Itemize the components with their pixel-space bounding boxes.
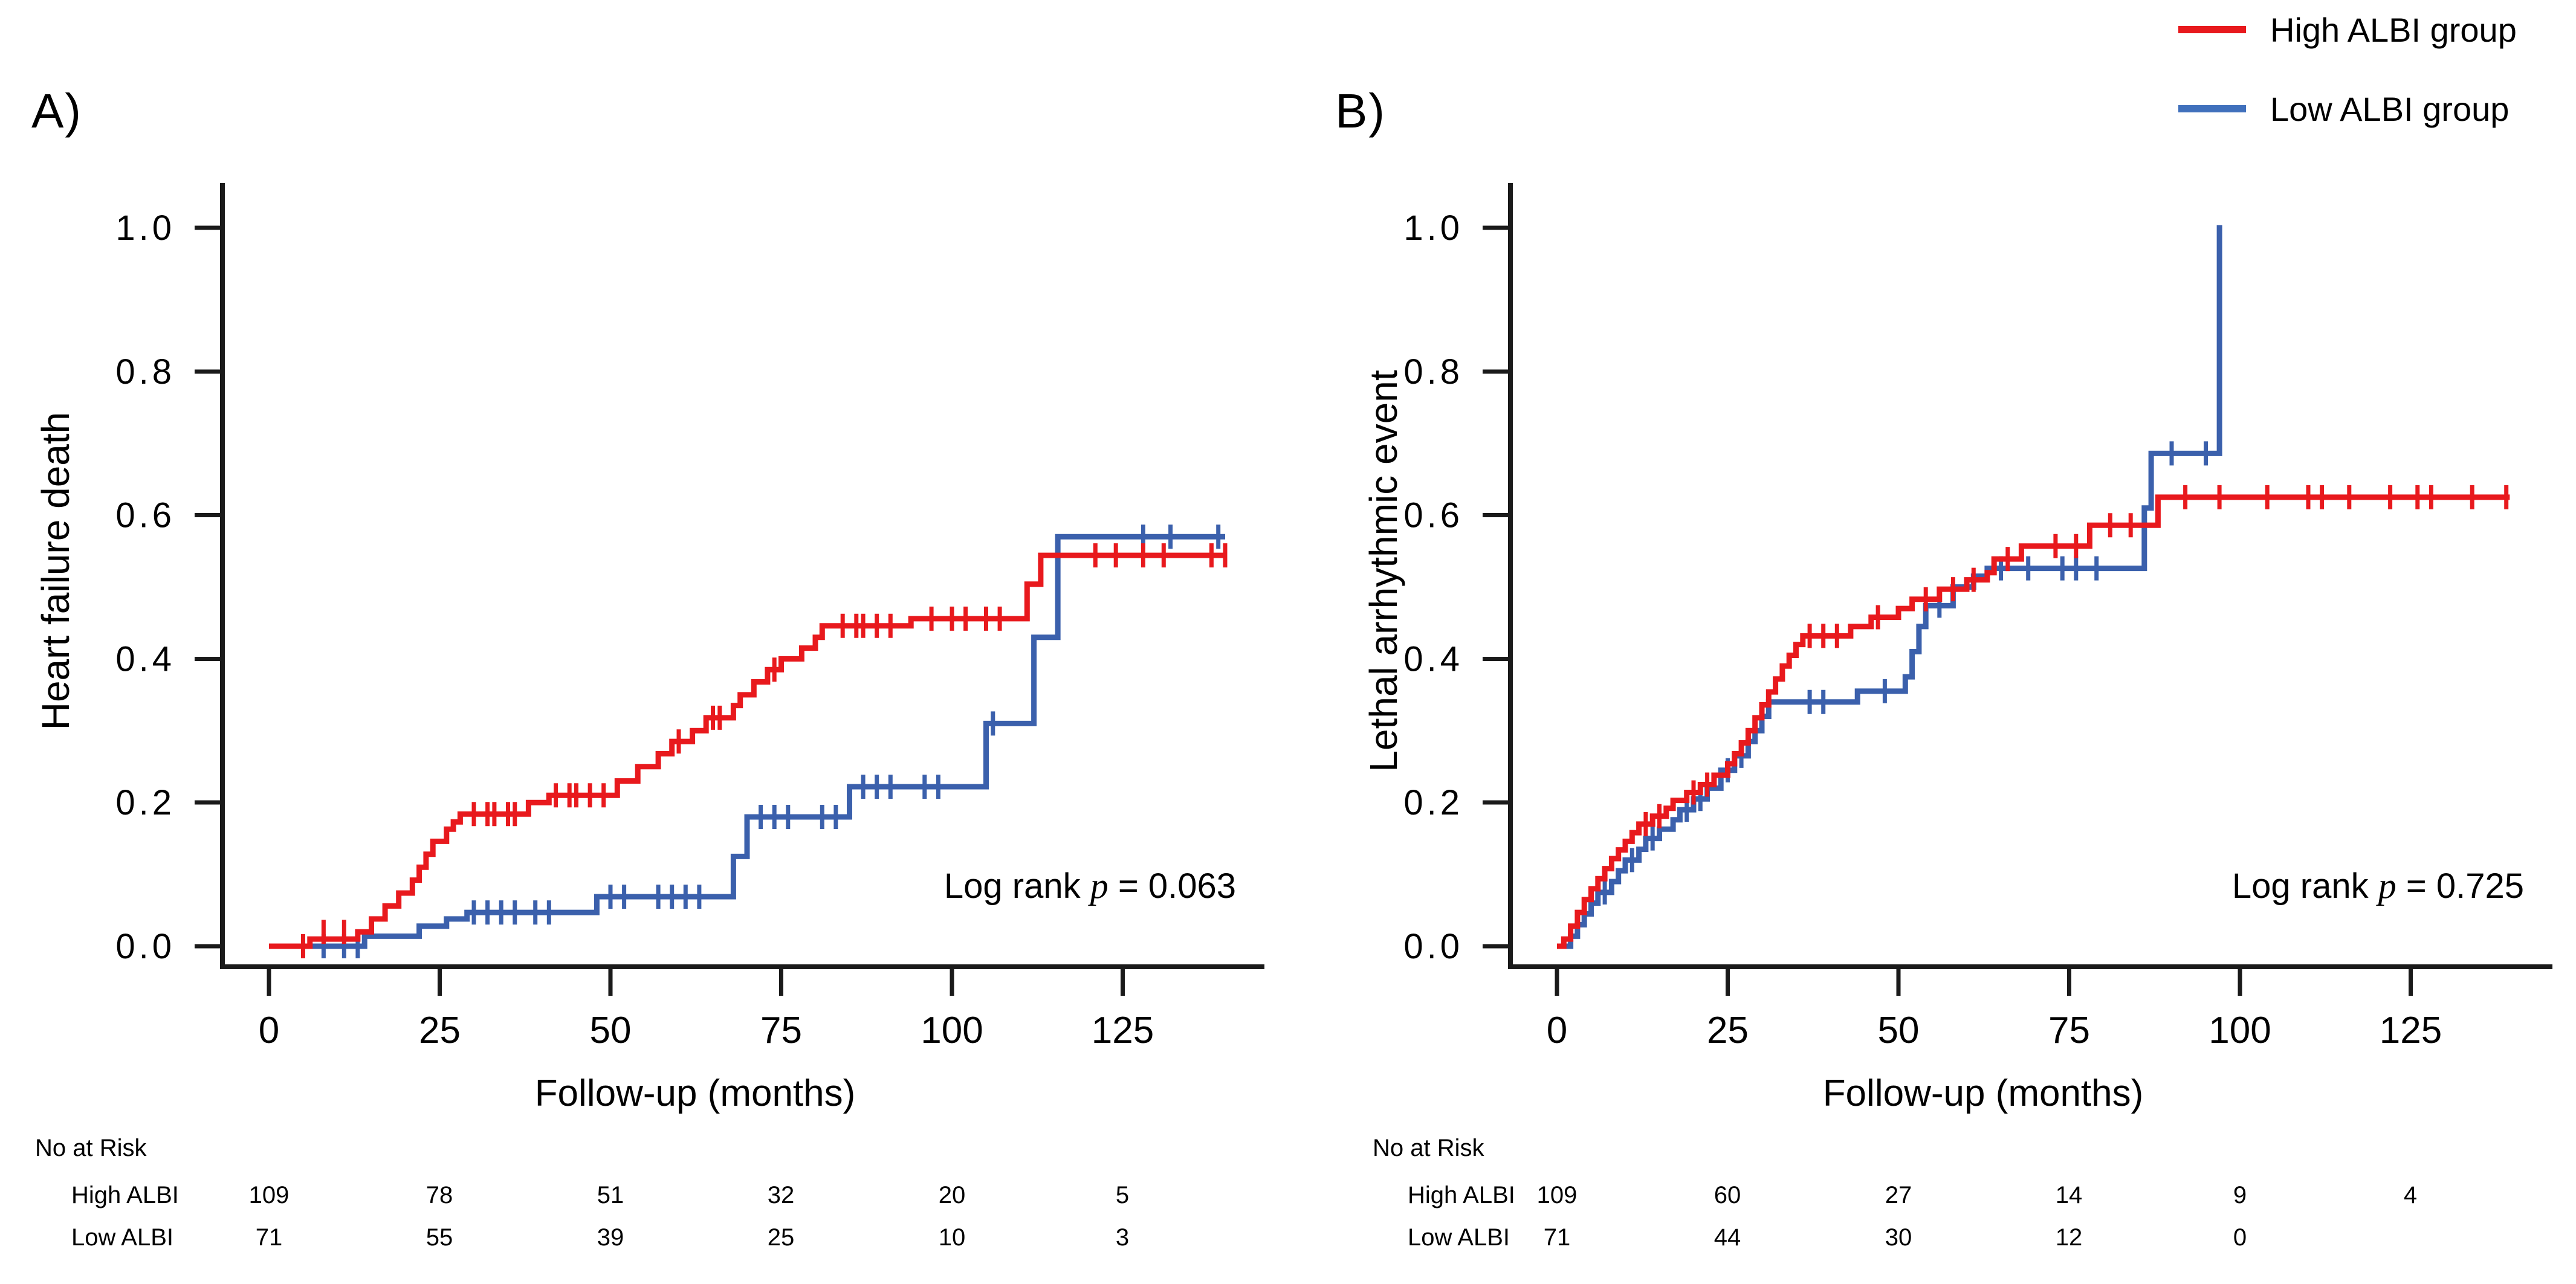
risk-value: 3 <box>1115 1224 1130 1251</box>
x-tick-label: 25 <box>1707 1010 1749 1051</box>
risk-row-label: Low ALBI <box>1408 1224 1510 1251</box>
risk-value: 55 <box>426 1224 453 1251</box>
legend-item-high-albi: High ALBI group <box>2178 8 2517 51</box>
risk-table-title: No at Risk <box>35 1135 147 1161</box>
x-axis-title-a: Follow-up (months) <box>534 1073 856 1114</box>
risk-value: 30 <box>1885 1224 1912 1251</box>
risk-value: 32 <box>767 1182 795 1208</box>
y-tick-label: 0.2 <box>1403 783 1463 822</box>
km-plot-a: 0.0 0.2 0.4 0.6 0.8 1.0 0 25 50 75 100 125 <box>115 183 1264 1051</box>
legend: High ALBI group Low ALBI group <box>2178 8 2517 167</box>
risk-row-label: High ALBI <box>1408 1182 1515 1208</box>
panel-label-b: B) <box>1335 84 1386 138</box>
panel-label-a: A) <box>31 84 82 138</box>
panel-b: B) Lethal arrhythmic event 0.0 0.2 0.4 0.6 0… <box>1288 0 2576 1284</box>
legend-item-low-albi: Low ALBI group <box>2178 88 2517 130</box>
risk-value: 71 <box>1543 1224 1571 1251</box>
risk-value: 20 <box>938 1182 966 1208</box>
y-tick-label: 0.2 <box>115 783 175 822</box>
y-tick-label: 0.6 <box>1403 496 1463 535</box>
x-tick-label: 50 <box>1878 1010 1920 1051</box>
x-tick-label: 75 <box>760 1010 802 1051</box>
risk-table-title: No at Risk <box>1373 1135 1484 1161</box>
risk-value: 51 <box>597 1182 624 1208</box>
high-albi-line-swatch-icon <box>2178 26 2246 33</box>
km-curve-low-albi-group <box>269 534 1225 949</box>
risk-value: 44 <box>1714 1224 1741 1251</box>
y-tick-label: 0.8 <box>1403 352 1463 392</box>
y-tick-label: 0.6 <box>115 496 175 535</box>
x-tick-label: 100 <box>2209 1010 2271 1051</box>
risk-value: 9 <box>2233 1182 2247 1208</box>
y-tick-label: 0.4 <box>1403 639 1463 679</box>
y-tick-label: 0.0 <box>1403 927 1463 966</box>
x-tick-label: 25 <box>419 1010 461 1051</box>
y-tick-label: 0.4 <box>115 639 175 679</box>
legend-label: Low ALBI group <box>2270 89 2510 128</box>
risk-row-label: High ALBI <box>71 1182 179 1208</box>
x-tick-label: 0 <box>259 1010 279 1051</box>
risk-value: 71 <box>255 1224 283 1251</box>
x-tick-label: 100 <box>921 1010 983 1051</box>
risk-value: 4 <box>2403 1182 2418 1208</box>
risk-value: 12 <box>2055 1224 2083 1251</box>
risk-value: 10 <box>938 1224 966 1251</box>
risk-value: 109 <box>248 1182 290 1208</box>
risk-value: 14 <box>2055 1182 2083 1208</box>
risk-value: 27 <box>1885 1182 1912 1208</box>
risk-value: 109 <box>1536 1182 1578 1208</box>
y-tick-label: 0.0 <box>115 927 175 966</box>
y-tick-label: 1.0 <box>1403 208 1463 248</box>
y-tick-label: 1.0 <box>115 208 175 248</box>
risk-row-label: Low ALBI <box>71 1224 174 1251</box>
x-tick-label: 125 <box>2380 1010 2442 1051</box>
risk-table-b: No at Risk High ALBI 109 60 27 14 9 4 Lo… <box>1288 0 2576 1284</box>
low-albi-line-swatch-icon <box>2178 105 2246 112</box>
risk-table-a: No at Risk High ALBI 109 78 51 32 20 5 L… <box>35 1135 1130 1251</box>
x-tick-label: 50 <box>590 1010 632 1051</box>
risk-value: 78 <box>426 1182 453 1208</box>
logrank-p-value-b: Log rank p = 0.725 <box>2231 866 2524 906</box>
km-plot-b: 0.0 0.2 0.4 0.6 0.8 1.0 0 25 50 75 100 125 <box>1403 183 2552 1051</box>
x-tick-label: 75 <box>2048 1010 2090 1051</box>
legend-label: High ALBI group <box>2270 10 2517 49</box>
risk-value: 60 <box>1714 1182 1741 1208</box>
risk-value: 5 <box>1115 1182 1130 1208</box>
x-tick-label: 0 <box>1547 1010 1567 1051</box>
x-tick-label: 125 <box>1092 1010 1154 1051</box>
y-tick-label: 0.8 <box>115 352 175 392</box>
risk-value: 0 <box>2233 1224 2247 1251</box>
x-axis-title-b: Follow-up (months) <box>1822 1073 2144 1114</box>
panel-a: A) Heart failure death 0.0 0.2 0.4 0.6 0.8 1.… <box>31 84 1264 1251</box>
logrank-p-value-a: Log rank p = 0.063 <box>943 866 1236 906</box>
risk-value: 25 <box>767 1224 795 1251</box>
risk-value: 39 <box>597 1224 624 1251</box>
km-curve-high-albi-group <box>269 552 1225 949</box>
km-curve-high-albi-group <box>1557 494 2510 949</box>
